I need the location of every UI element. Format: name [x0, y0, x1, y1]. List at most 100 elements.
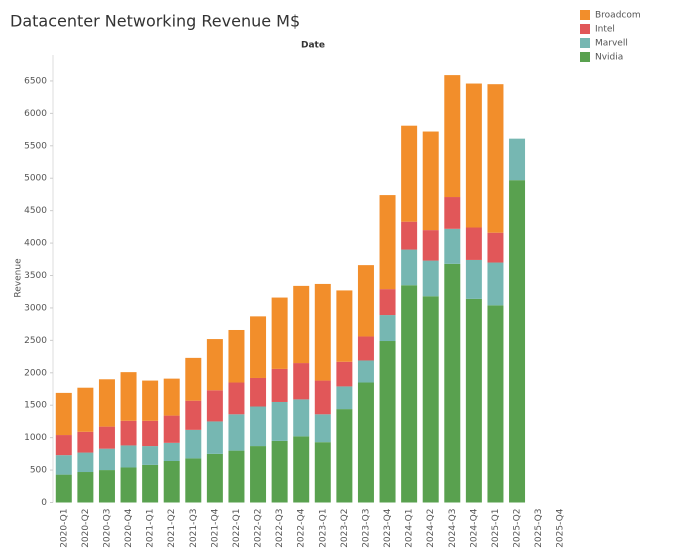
bar-segment [163, 460, 180, 503]
bar-segment [293, 363, 310, 400]
bar-segment [336, 361, 353, 387]
bar-segment [465, 227, 482, 260]
bar-segment [444, 197, 461, 229]
bar-segment [77, 472, 94, 503]
bar-segment [357, 265, 374, 337]
bar-segment [357, 382, 374, 503]
x-tick-label: 2024-Q1 [405, 509, 415, 548]
y-tick-label: 1000 [24, 433, 47, 443]
bar-segment [509, 138, 526, 181]
bar-segment [314, 380, 331, 415]
bar-segment [77, 452, 94, 473]
bar-segment [271, 401, 288, 441]
bar-segment [142, 420, 159, 447]
bar-segment [357, 360, 374, 383]
legend-swatch [580, 10, 590, 20]
bar-segment [379, 289, 396, 316]
bar-segment [163, 442, 180, 461]
bar-segment [487, 232, 504, 263]
bar-segment [250, 446, 267, 503]
bar-segment [422, 230, 439, 261]
y-tick-label: 3000 [24, 303, 47, 313]
x-tick-label: 2024-Q3 [448, 509, 458, 548]
legend-label: Marvell [595, 39, 628, 49]
bar-segment [401, 125, 418, 222]
bar-segment [314, 442, 331, 503]
y-tick-label: 500 [30, 466, 47, 476]
bar-segment [487, 84, 504, 233]
bar-segment [98, 426, 115, 449]
bar-segment [314, 414, 331, 443]
x-tick-label: 2021-Q3 [189, 509, 199, 548]
x-header: Date [301, 41, 325, 51]
x-tick-label: 2025-Q1 [491, 509, 501, 548]
bar-segment [465, 298, 482, 503]
bar-segment [422, 260, 439, 297]
bar-segment [487, 262, 504, 306]
bar-segment [465, 259, 482, 299]
bar-segment [357, 336, 374, 361]
bar-segment [206, 390, 223, 422]
x-tick-label: 2024-Q4 [469, 508, 479, 548]
x-tick-label: 2024-Q2 [426, 509, 436, 548]
bar-segment [336, 290, 353, 362]
legend-label: Intel [595, 25, 615, 35]
y-tick-label: 2500 [24, 336, 47, 346]
bar-segment [465, 83, 482, 228]
bar-segment [206, 339, 223, 391]
bar-segment [120, 372, 137, 421]
bar-segment [55, 474, 72, 503]
x-tick-label: 2023-Q1 [318, 509, 328, 548]
bar-segment [163, 378, 180, 416]
bar-segment [206, 421, 223, 454]
bar-segment [185, 429, 202, 459]
x-tick-label: 2023-Q3 [361, 509, 371, 548]
x-tick-label: 2020-Q4 [124, 508, 134, 548]
y-tick-label: 6000 [24, 109, 47, 119]
bar-segment [293, 399, 310, 437]
chart-title: Datacenter Networking Revenue M$ [10, 12, 300, 31]
x-tick-label: 2022-Q2 [254, 509, 264, 548]
bar-segment [185, 458, 202, 503]
bar-segment [401, 249, 418, 286]
bar-segment [120, 467, 137, 503]
legend-label: Nvidia [595, 53, 623, 63]
legend-label: Broadcom [595, 11, 641, 21]
x-tick-label: 2020-Q3 [102, 509, 112, 548]
bar-segment [77, 387, 94, 432]
x-tick-label: 2022-Q4 [297, 508, 307, 548]
bar-segment [228, 414, 245, 451]
x-tick-label: 2020-Q1 [59, 509, 69, 548]
x-tick-label: 2020-Q2 [81, 509, 91, 548]
bar-segment [55, 435, 72, 456]
bar-segment [379, 315, 396, 342]
bar-segment [271, 297, 288, 369]
y-tick-label: 5500 [24, 141, 47, 151]
y-tick-label: 5000 [24, 174, 47, 184]
bar-segment [444, 75, 461, 198]
bar-segment [163, 415, 180, 443]
bar-segment [77, 431, 94, 453]
bar-segment [250, 406, 267, 447]
bar-segment [55, 455, 72, 475]
bar-segment [98, 470, 115, 503]
y-tick-label: 1500 [24, 401, 47, 411]
bar-segment [422, 131, 439, 231]
bar-segment [250, 316, 267, 378]
y-tick-label: 4500 [24, 206, 47, 216]
y-axis-label: Revenue [14, 258, 24, 298]
x-tick-label: 2025-Q4 [556, 508, 566, 548]
y-tick-label: 3500 [24, 271, 47, 281]
bar-segment [271, 440, 288, 503]
bar-segment [228, 329, 245, 383]
bar-segment [293, 436, 310, 503]
x-tick-label: 2021-Q4 [210, 508, 220, 548]
bar-segment [271, 368, 288, 402]
bar-segment [336, 409, 353, 503]
bar-segment [293, 285, 310, 364]
bar-segment [401, 285, 418, 503]
bar-segment [185, 357, 202, 401]
bar-segment [444, 228, 461, 264]
x-tick-label: 2022-Q3 [275, 509, 285, 548]
